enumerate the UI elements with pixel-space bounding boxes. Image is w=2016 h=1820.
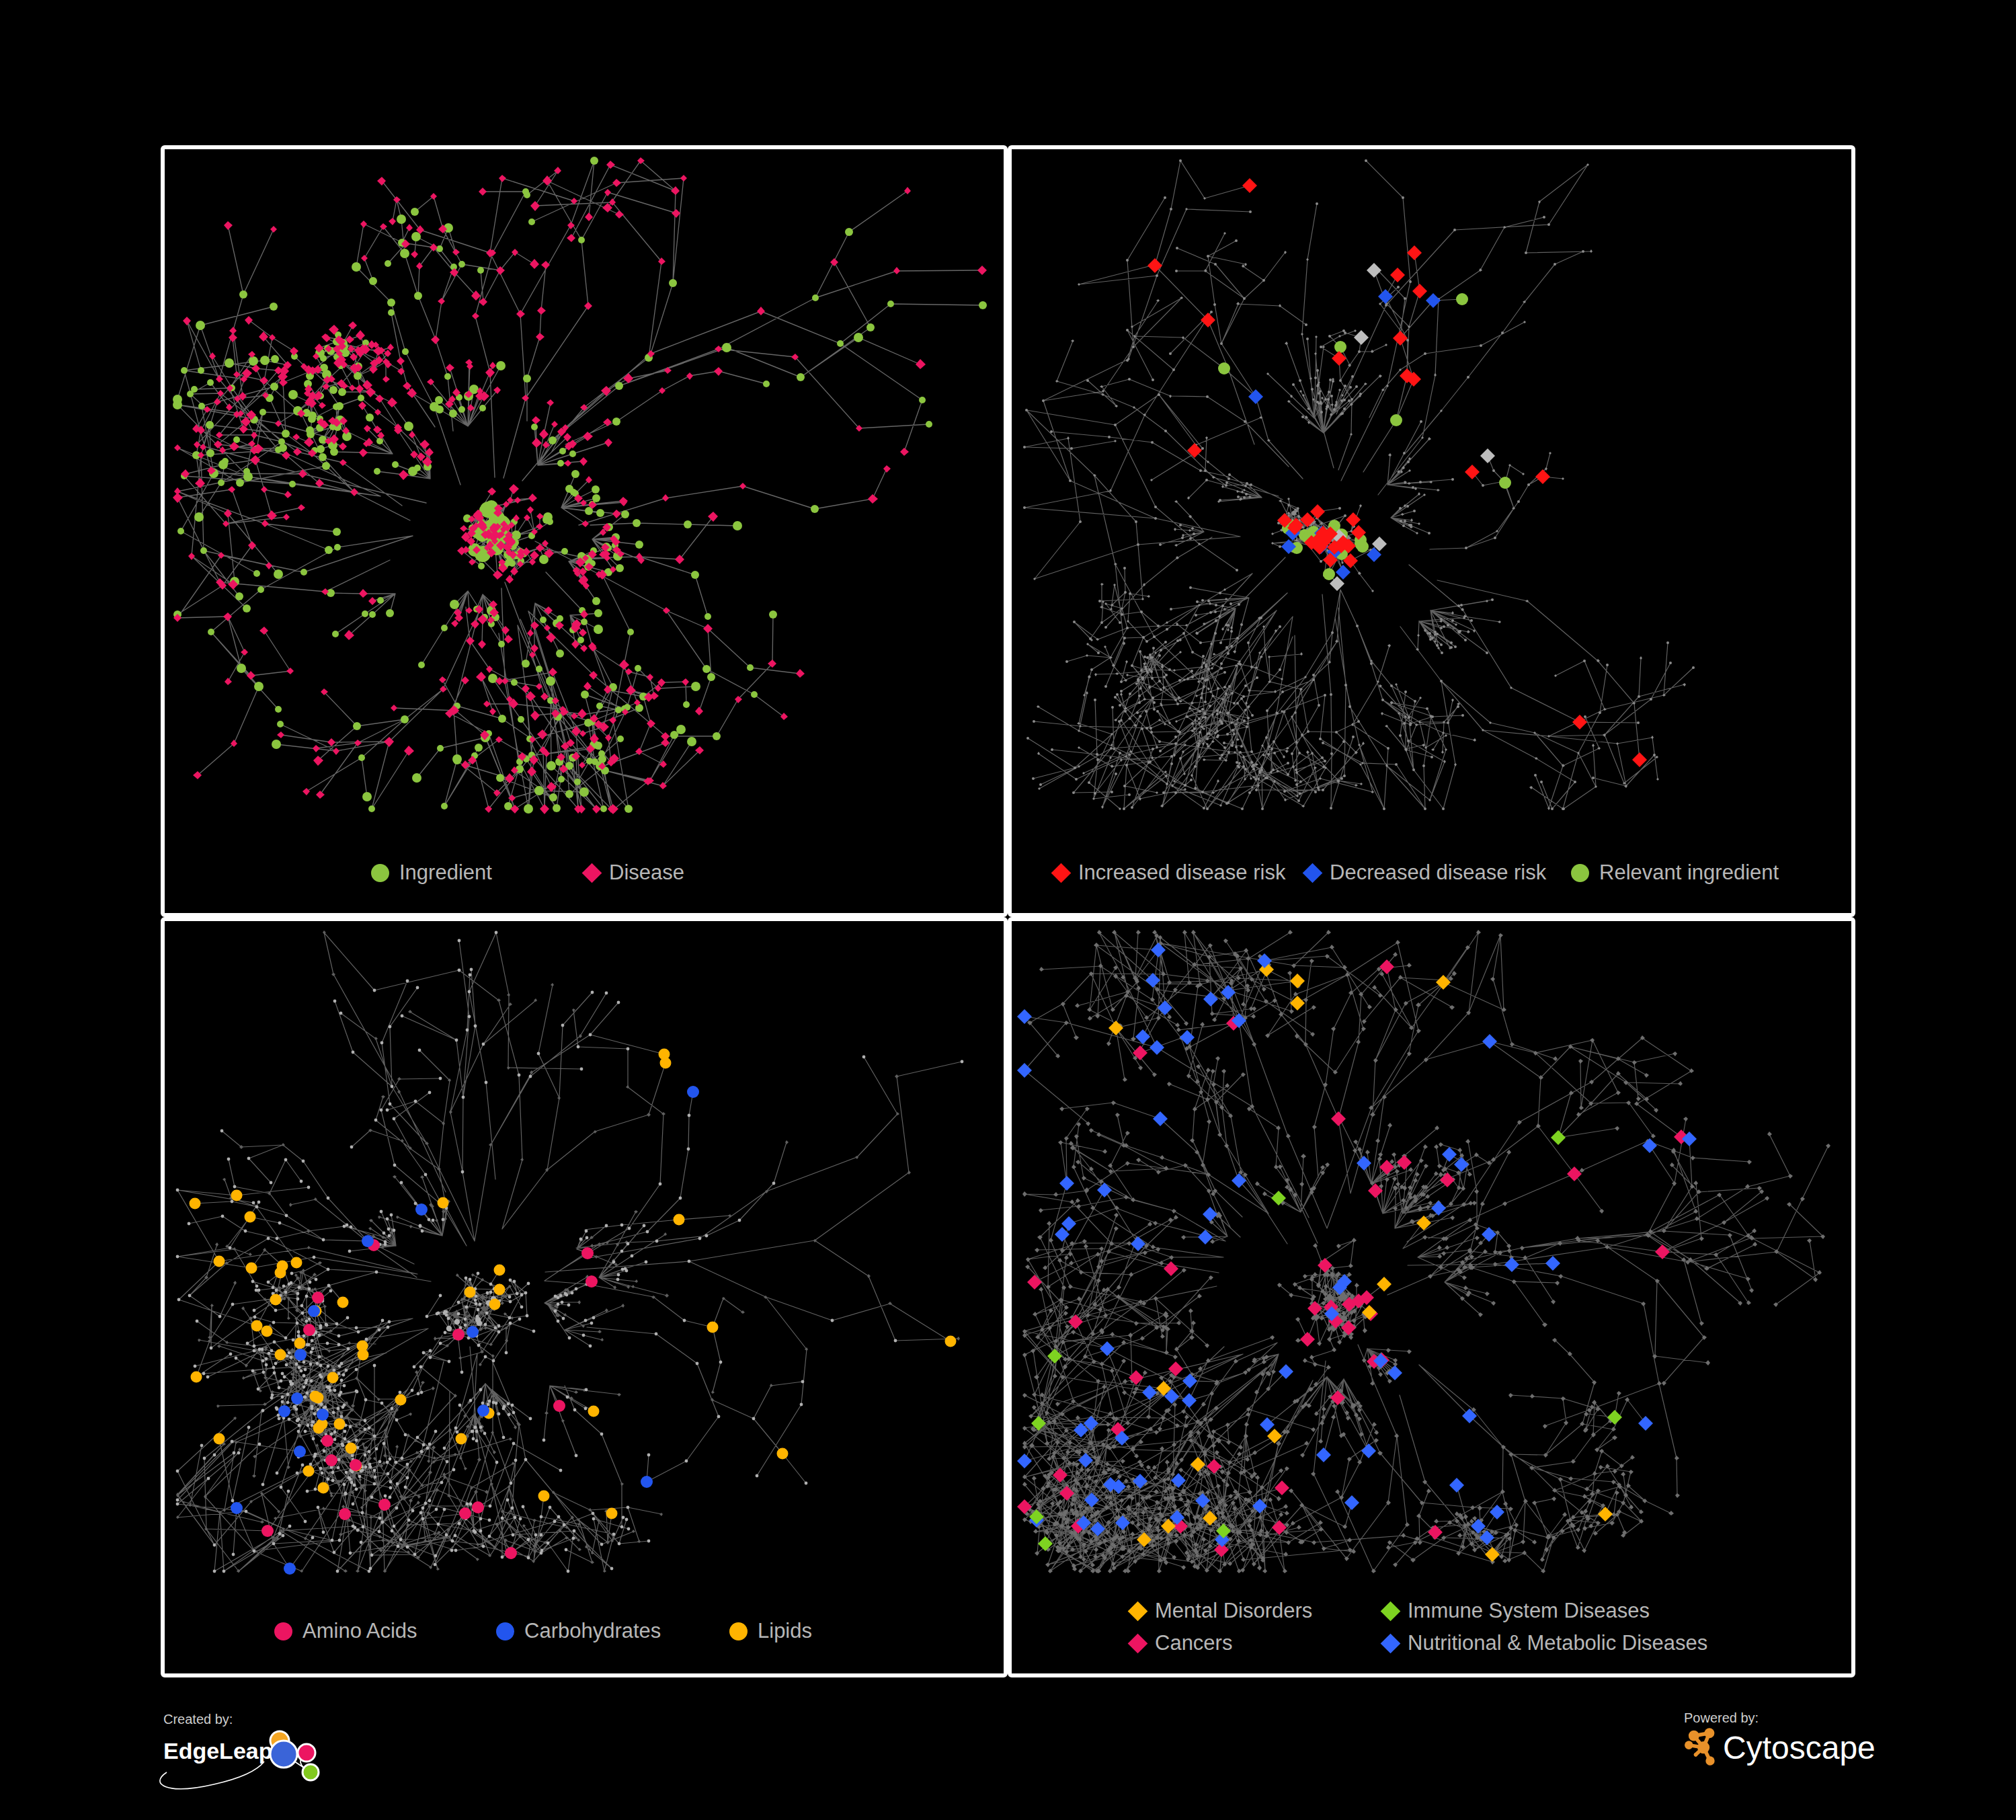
svg-text:EdgeLeap: EdgeLeap [163,1738,272,1764]
svg-text:Cytoscape: Cytoscape [1723,1730,1876,1766]
